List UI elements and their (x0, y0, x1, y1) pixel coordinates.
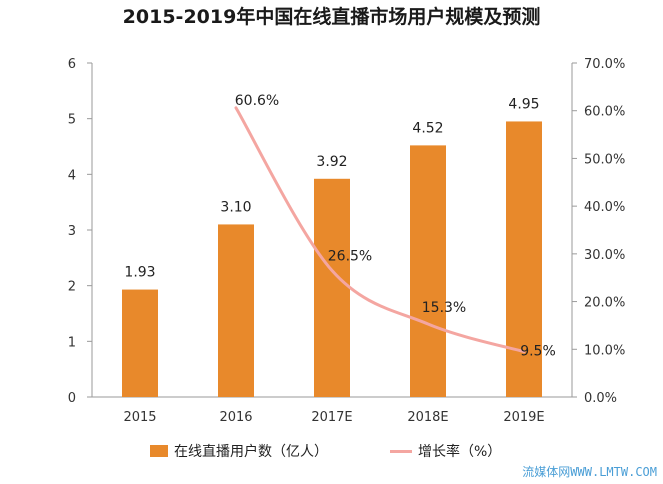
growth-line (234, 106, 526, 354)
x-tick-label: 2019E (503, 410, 544, 425)
y-tick-label-left: 3 (68, 224, 76, 239)
y-tick-label-right: 30.0% (584, 248, 625, 263)
watermark: 流媒体网WWW.LMTW.COM (522, 465, 657, 479)
y-tick-label-left: 4 (68, 168, 76, 183)
legend-label-growth: 增长率（%） (418, 444, 502, 460)
y-tick-label-right: 40.0% (584, 200, 625, 215)
line-series (234, 106, 526, 354)
y-tick-label-left: 1 (68, 335, 76, 350)
y-tick-label-left: 0 (68, 391, 76, 406)
axes: 01234560.0%10.0%20.0%30.0%40.0%50.0%60.0… (68, 57, 626, 425)
line-value-label: 15.3% (422, 300, 466, 316)
legend: 在线直播用户数（亿人） 增长率（%） (0, 441, 663, 465)
chart-area: 01234560.0%10.0%20.0%30.0%40.0%50.0%60.0… (68, 57, 626, 425)
x-tick-label: 2018E (407, 410, 448, 425)
line-value-label: 26.5% (328, 249, 372, 265)
x-tick-label: 2016 (219, 410, 252, 425)
bar (410, 145, 446, 397)
y-tick-label-right: 10.0% (584, 343, 625, 358)
bar-value-label: 3.92 (316, 154, 347, 170)
bar (122, 289, 158, 397)
y-tick-label-right: 50.0% (584, 152, 625, 167)
y-tick-label-left: 5 (68, 113, 76, 128)
data-labels: 1.93 3.10 3.92 4.52 4.95 60.6% 26.5% 15.3% 9.5% (124, 93, 555, 360)
y-tick-label-right: 20.0% (584, 296, 625, 311)
bar-value-label: 4.52 (412, 120, 443, 136)
bar-value-label: 3.10 (220, 199, 251, 215)
chart-title: 2015-2019年中国在线直播市场用户规模及预测 (122, 6, 541, 28)
legend-item-growth: 增长率（%） (390, 441, 501, 461)
y-tick-label-right: 0.0% (584, 391, 617, 406)
legend-swatch-line (390, 449, 412, 453)
legend-item-users: 在线直播用户数（亿人） (150, 441, 328, 461)
x-tick-label: 2015 (123, 410, 156, 425)
legend-swatch-bar (150, 445, 168, 457)
bar (314, 178, 350, 397)
line-value-label: 9.5% (520, 344, 556, 360)
y-tick-label-left: 6 (68, 57, 76, 72)
bar-value-label: 1.93 (124, 265, 155, 281)
x-tick-label: 2017E (311, 410, 352, 425)
y-tick-label-right: 70.0% (584, 57, 625, 72)
bar-value-label: 4.95 (508, 96, 539, 112)
line-value-label: 60.6% (235, 93, 279, 109)
bar (218, 224, 254, 397)
y-tick-label-right: 60.0% (584, 105, 625, 120)
legend-label-users: 在线直播用户数（亿人） (174, 444, 328, 460)
y-tick-label-left: 2 (68, 280, 76, 295)
